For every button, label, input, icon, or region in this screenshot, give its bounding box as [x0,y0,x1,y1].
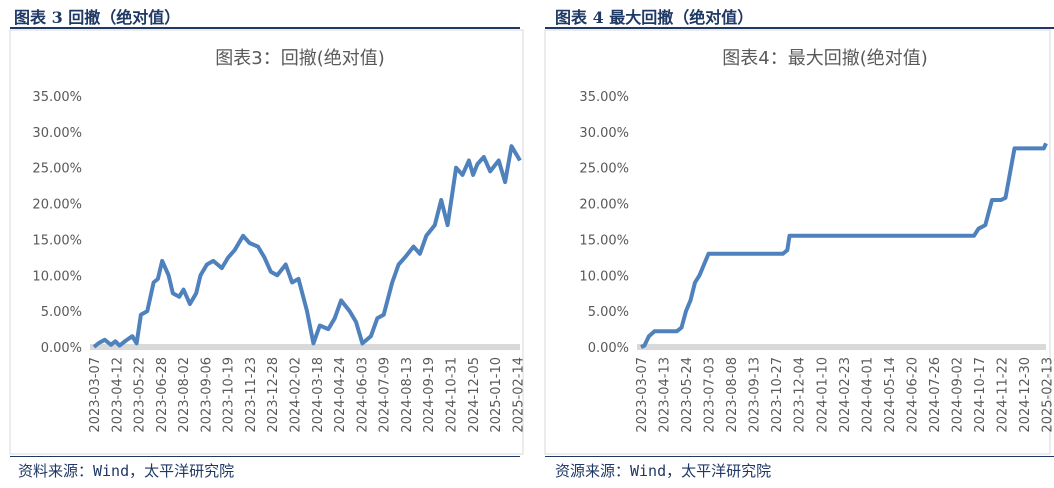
y-tick-label: 0.00% [41,341,82,356]
y-tick-label: 15.00% [32,233,82,248]
chart-title: 图表4：最大回撤(绝对值) [722,48,928,69]
y-tick-label: 15.00% [579,233,629,248]
y-tick-label: 25.00% [32,162,82,177]
max-drawdown-chart: 图表4：最大回撤(绝对值) 35.00% 30.00% 25.00% 20.00% 15.… [544,29,1054,455]
y-tick-label: 30.00% [579,126,629,141]
x-tick-label: 2024-07-26 [928,357,943,433]
source-note: 资料来源：Wind，太平洋研究院 [18,462,235,480]
x-tick-label: 2023-12-04 [793,357,808,433]
x-tick-label: 2023-10-19 [222,357,237,433]
x-tick-label: 2023-06-28 [155,357,170,433]
series-line [92,144,522,349]
y-tick-label: 20.00% [32,198,82,213]
x-tick-label: 2023-08-08 [725,357,740,433]
x-tick-label: 2024-06-20 [905,357,920,433]
drawdown-chart: 图表3：回撤(绝对值) 35.00% 30.00% 25.00% 20.00% 15.00… [9,29,526,455]
x-tick-label: 2023-04-12 [110,357,125,433]
y-tick-label: 25.00% [579,162,629,177]
x-tick-label: 2023-03-07 [635,357,650,433]
y-tick-label: 10.00% [32,269,82,284]
x-tick-label: 2024-04-01 [860,357,875,433]
x-tick-label: 2024-04-24 [333,357,348,433]
x-tick-label: 2024-09-02 [950,357,965,433]
x-tick-label: 2023-05-24 [680,357,695,433]
x-tick-label: 2024-06-03 [355,357,370,433]
x-tick-label: 2023-04-13 [658,357,673,433]
y-tick-label: 35.00% [32,90,82,105]
header-rule [10,27,520,29]
y-tick-label: 30.00% [32,126,82,141]
x-tick-label: 2023-10-27 [770,357,785,433]
series-line [640,142,1048,349]
x-tick-label: 2024-10-31 [444,357,459,433]
y-tick-label: 35.00% [579,90,629,105]
y-tick-label: 0.00% [588,341,629,356]
footer-rule [10,456,520,457]
x-tick-label: 2024-12-30 [1018,357,1033,433]
x-tick-label: 2025-02-14 [511,357,526,433]
chart-frame [9,29,524,455]
x-tick-label: 2024-02-23 [838,357,853,433]
y-tick-label: 20.00% [579,198,629,213]
x-tick-label: 2024-07-09 [378,357,393,433]
source-note: 资源来源：Wind，太平洋研究院 [555,462,772,480]
chart-title: 图表3：回撤(绝对值) [215,48,385,69]
x-tick-label: 2024-01-10 [815,357,830,433]
y-tick-label: 5.00% [41,305,82,320]
footer-rule [545,456,1054,457]
x-tick-label: 2024-02-02 [289,357,304,433]
x-tick-label: 2024-09-19 [422,357,437,433]
figure-3-title: 图表 3 回撤（绝对值） [14,8,181,27]
x-tick-label: 2024-03-18 [311,357,326,433]
x-tick-label: 2024-08-13 [400,357,415,433]
x-tick-label: 2024-11-22 [996,357,1011,433]
x-tick-label: 2025-02-13 [1041,357,1054,433]
y-tick-label: 10.00% [579,269,629,284]
x-tick-label: 2023-07-03 [703,357,718,433]
x-tick-label: 2024-12-05 [467,357,482,433]
header-rule [545,27,1054,29]
x-tick-label: 2023-08-02 [177,357,192,433]
y-tick-label: 5.00% [588,305,629,320]
x-tick-label: 2023-05-22 [133,357,148,433]
x-tick-label: 2023-11-23 [244,357,259,433]
x-tick-label: 2024-10-17 [973,357,988,433]
left-panel: 图表 3 回撤（绝对值） 图表3：回撤(绝对值) 35.00% 30.00% 25.0… [9,8,526,480]
x-tick-label: 2025-01-10 [489,357,504,433]
chart-frame [544,29,1051,455]
right-panel: 图表 4 最大回撤（绝对值） 图表4：最大回撤(绝对值) 35.00% 30.00%… [527,0,1054,488]
x-tick-label: 2023-12-28 [266,357,281,433]
x-tick-label: 2024-05-14 [883,357,898,433]
figure-4-title: 图表 4 最大回撤（绝对值） [555,8,754,27]
x-tick-label: 2023-03-07 [88,357,103,433]
x-tick-label: 2023-09-13 [748,357,763,433]
x-tick-label: 2023-09-06 [199,357,214,433]
